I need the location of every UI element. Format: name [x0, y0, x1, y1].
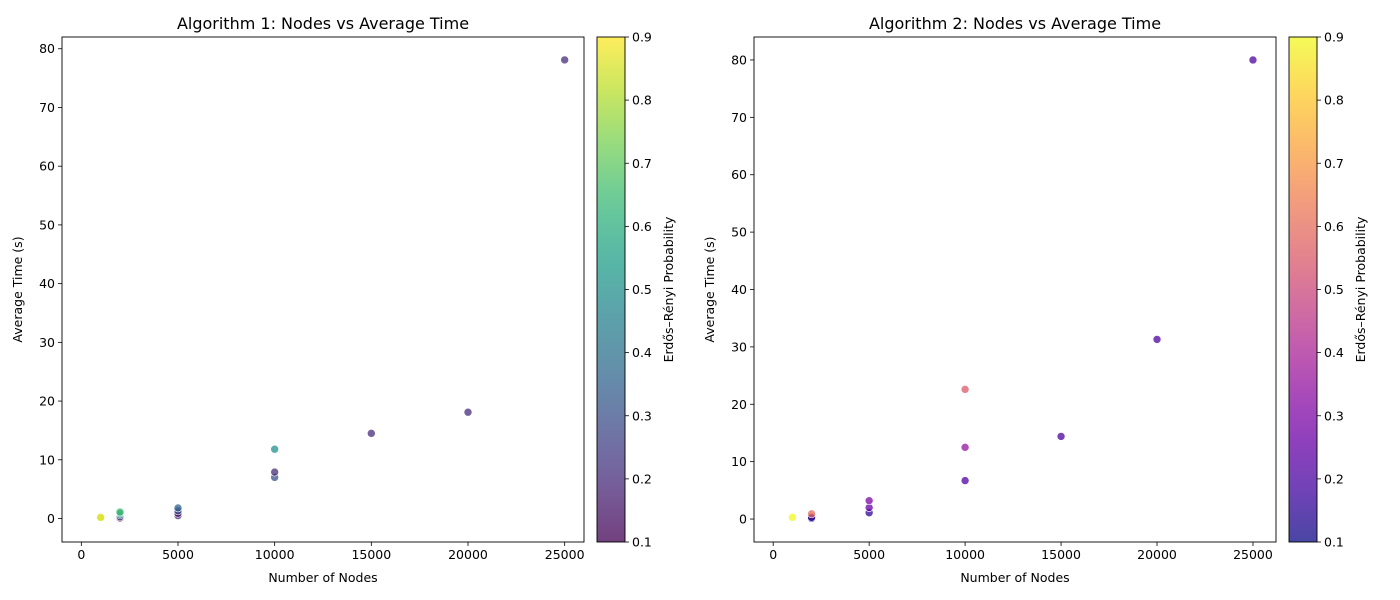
data-point [864, 496, 874, 505]
y-axis-label: Average Time (s) [10, 236, 25, 342]
x-tick-label: 15000 [1041, 547, 1081, 562]
data-point [788, 513, 797, 522]
x-tick-label: 10000 [255, 547, 295, 562]
x-tick-label: 0 [77, 547, 85, 562]
colorbar-tick-label: 0.8 [632, 93, 652, 108]
chart-title: Algorithm 1: Nodes vs Average Time [177, 14, 469, 33]
x-tick-label: 20000 [1137, 547, 1177, 562]
y-tick-label: 30 [39, 335, 55, 350]
data-point [115, 507, 125, 517]
x-axis-label: Number of Nodes [268, 570, 377, 585]
colorbar [1288, 36, 1318, 543]
y-tick-label: 40 [731, 282, 747, 297]
data-point [1248, 55, 1258, 65]
colorbar-tick-label: 0.4 [1324, 345, 1344, 360]
y-tick-label: 70 [39, 100, 55, 115]
data-point [270, 444, 279, 454]
colorbar-tick-label: 0.8 [1324, 93, 1344, 108]
x-tick-label: 25000 [545, 547, 585, 562]
y-tick-label: 0 [47, 511, 55, 526]
y-tick-label: 50 [731, 225, 747, 240]
colorbar-tick-label: 0.1 [632, 535, 652, 550]
y-tick-label: 20 [39, 394, 55, 409]
y-tick-label: 50 [39, 217, 55, 232]
colorbar-tick-label: 0.5 [1324, 282, 1344, 297]
y-tick-label: 30 [731, 339, 747, 354]
y-tick-label: 80 [731, 52, 747, 67]
data-point [96, 513, 105, 522]
colorbar-tick-label: 0.9 [632, 30, 652, 45]
chart-title: Algorithm 2: Nodes vs Average Time [869, 14, 1161, 33]
data-point [1152, 335, 1162, 344]
colorbar-tick-label: 0.9 [1324, 30, 1344, 45]
colorbar-tick-label: 0.6 [1324, 219, 1344, 234]
colorbar-tick-label: 0.7 [1324, 156, 1344, 171]
x-tick-label: 10000 [945, 547, 985, 562]
y-axis-label: Average Time (s) [702, 236, 717, 342]
x-tick-label: 0 [769, 547, 777, 562]
data-point [270, 467, 279, 477]
x-tick-label: 5000 [162, 547, 194, 562]
colorbar-tick-label: 0.3 [632, 408, 652, 423]
colorbar-label: Erdős–Rényi Probability [1353, 216, 1368, 362]
y-tick-label: 10 [39, 452, 55, 467]
x-tick-label: 15000 [351, 547, 391, 562]
colorbar-tick-label: 0.2 [632, 471, 652, 486]
y-tick-label: 20 [731, 397, 747, 412]
data-point [960, 443, 970, 452]
colorbar-tick-label: 0.1 [1324, 535, 1344, 550]
colorbar-tick-label: 0.3 [1324, 408, 1344, 423]
chart-2: Algorithm 2: Nodes vs Average Time 0 5000 1… [702, 14, 1368, 585]
data-point [1056, 432, 1066, 441]
data-point [560, 55, 569, 65]
data-point [807, 509, 816, 519]
data-point [463, 407, 473, 417]
x-tick-label: 20000 [448, 547, 488, 562]
y-tick-label: 0 [739, 512, 747, 527]
data-point [367, 429, 376, 438]
axes-frame [61, 36, 585, 543]
x-tick-label: 25000 [1233, 547, 1273, 562]
colorbar-tick-label: 0.2 [1324, 471, 1344, 486]
y-tick-label: 80 [39, 41, 55, 56]
y-tick-label: 40 [39, 276, 55, 291]
y-tick-label: 10 [731, 454, 747, 469]
colorbar-label: Erdős–Rényi Probability [661, 216, 676, 362]
x-tick-label: 5000 [853, 547, 885, 562]
colorbar [596, 36, 626, 543]
chart-1: Algorithm 1: Nodes vs Average Time 0 5000 1… [10, 14, 676, 585]
colorbar-tick-label: 0.5 [632, 282, 652, 297]
data-point [173, 503, 183, 513]
y-tick-label: 60 [39, 159, 55, 174]
data-point [960, 385, 970, 394]
x-axis-label: Number of Nodes [960, 570, 1069, 585]
y-tick-label: 70 [731, 110, 747, 125]
colorbar-tick-label: 0.4 [632, 345, 652, 360]
colorbar-tick-label: 0.6 [632, 219, 652, 234]
colorbar-tick-label: 0.7 [632, 156, 652, 171]
data-point [960, 476, 970, 485]
y-tick-label: 60 [731, 167, 747, 182]
axes-frame [753, 36, 1277, 543]
